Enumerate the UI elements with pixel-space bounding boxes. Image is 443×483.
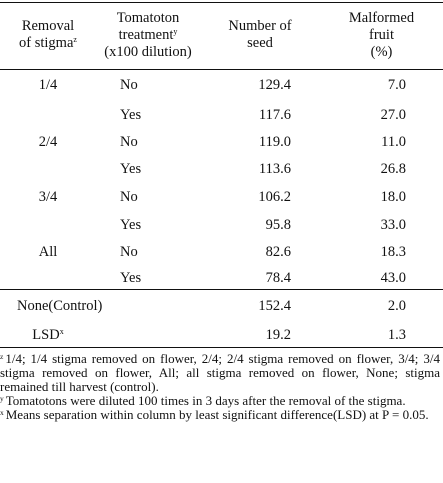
table-row: Yes 117.6 27.0	[0, 101, 443, 129]
footnote-y: y Tomatotons were diluted 100 times in 3 …	[0, 393, 406, 408]
removal-cell	[0, 212, 96, 239]
seed-cell: 78.4	[265, 269, 291, 286]
removal-cell	[0, 155, 96, 183]
removal-cell: All	[38, 244, 58, 260]
treatment-cell: Yes	[120, 160, 142, 177]
malformed-cell: 26.8	[380, 160, 406, 177]
table-row: Yes 78.4 43.0	[0, 266, 443, 290]
malformed-cell: 11.0	[381, 133, 406, 150]
malformed-cell: 18.3	[380, 244, 406, 260]
table-top-rule	[0, 2, 443, 3]
seed-cell: 19.2	[265, 327, 291, 343]
table-row: 1/4 No 129.4 7.0	[0, 70, 443, 101]
malformed-cell: 2.0	[387, 298, 406, 314]
header-row: Removal of stigmaz Tomatoton treatmenty …	[0, 0, 443, 70]
seed-cell: 82.6	[265, 244, 291, 260]
treatment-cell: Yes	[120, 217, 142, 233]
table-row: All No 82.6 18.3	[0, 239, 443, 266]
control-label: None(Control)	[17, 298, 103, 314]
table-row: 3/4 No 106.2 18.0	[0, 183, 443, 212]
header-removal: Removal of stigmaz	[19, 18, 77, 51]
data-table: Removal of stigmaz Tomatoton treatmenty …	[0, 0, 443, 348]
footnotes: z 1/4; 1/4 stigma removed on flower, 2/4;…	[0, 352, 440, 422]
header-malformed: Malformed fruit (%)	[348, 9, 415, 60]
malformed-cell: 33.0	[380, 217, 406, 233]
footnote-x: x Means separation within column by least…	[0, 407, 429, 422]
treatment-cell: Yes	[120, 106, 142, 123]
seed-cell: 119.0	[258, 133, 291, 150]
malformed-cell: 1.3	[387, 327, 406, 343]
treatment-cell: No	[120, 189, 138, 205]
header-treatment: Tomatoton treatmenty (x100 dilution)	[104, 9, 192, 60]
footnote-z: z 1/4; 1/4 stigma removed on flower, 2/4;…	[0, 351, 440, 394]
seed-cell: 113.6	[258, 160, 291, 177]
lsd-label: LSDx	[32, 327, 64, 343]
seed-cell: 95.8	[265, 217, 291, 233]
control-separator-rule	[0, 289, 443, 290]
seed-cell: 117.6	[258, 106, 291, 123]
removal-cell	[0, 266, 96, 290]
header-bottom-rule	[0, 69, 443, 70]
removal-cell: 2/4	[38, 133, 58, 150]
seed-cell: 106.2	[258, 189, 291, 205]
treatment-cell: No	[120, 244, 138, 260]
removal-cell: 3/4	[38, 189, 58, 205]
lsd-row: LSDx 19.2 1.3	[0, 323, 443, 348]
seed-cell: 129.4	[258, 77, 291, 93]
header-seed: Number of seed	[228, 18, 292, 51]
table-row: Yes 95.8 33.0	[0, 212, 443, 239]
treatment-cell: No	[120, 77, 138, 93]
treatment-cell: No	[120, 133, 138, 150]
malformed-cell: 43.0	[380, 269, 406, 286]
malformed-cell: 7.0	[387, 77, 406, 93]
malformed-cell: 27.0	[380, 106, 406, 123]
table-row: 2/4 No 119.0 11.0	[0, 129, 443, 155]
treatment-cell: Yes	[120, 269, 142, 286]
table-row: Yes 113.6 26.8	[0, 155, 443, 183]
removal-cell: 1/4	[38, 77, 58, 93]
removal-cell	[0, 101, 96, 129]
table-bottom-rule	[0, 347, 443, 348]
seed-cell: 152.4	[258, 298, 291, 314]
control-row: None(Control) 152.4 2.0	[0, 290, 443, 323]
malformed-cell: 18.0	[380, 189, 406, 205]
